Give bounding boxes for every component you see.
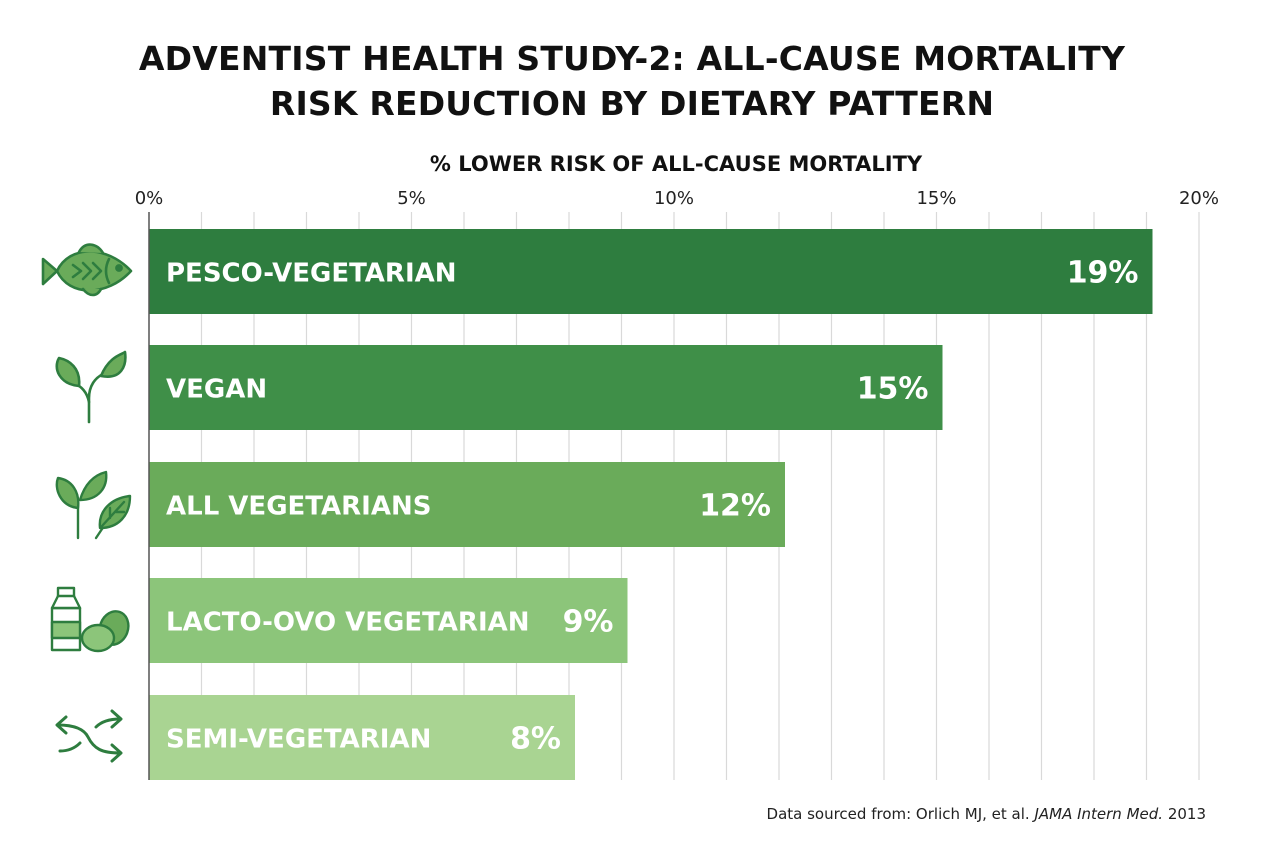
bar-group: ALL VEGETARIANS 12% — [149, 462, 785, 547]
milk-eggs-icon — [50, 586, 130, 653]
bar-category-label: SEMI-VEGETARIAN — [166, 725, 431, 755]
bar-value-label: 9% — [563, 605, 614, 640]
chart-title-line-1: ADVENTIST HEALTH STUDY-2: ALL-CAUSE MORT… — [138, 39, 1126, 78]
bar-value-label: 19% — [1067, 256, 1139, 291]
bar-group: LACTO-OVO VEGETARIAN 9% — [149, 578, 628, 663]
x-tick-label: 15% — [916, 188, 956, 209]
bar — [149, 229, 1153, 314]
x-tick-label: 5% — [397, 188, 426, 209]
x-tick-label: 10% — [654, 188, 694, 209]
source-note: Data sourced from: Orlich MJ, et al. JAM… — [767, 805, 1206, 823]
bar-category-label: VEGAN — [166, 375, 267, 405]
fish-icon — [41, 243, 133, 297]
source-year: 2013 — [1163, 805, 1206, 823]
bar-group: VEGAN 15% — [149, 345, 943, 430]
leaves-icon — [55, 470, 132, 540]
source-journal: JAMA Intern Med. — [1034, 805, 1164, 823]
bar-group: PESCO-VEGETARIAN 19% — [149, 229, 1153, 314]
category-icons — [41, 243, 133, 763]
x-tick-label: 0% — [135, 188, 164, 209]
bar-group: SEMI-VEGETARIAN 8% — [149, 695, 575, 780]
bar-category-label: ALL VEGETARIANS — [166, 492, 431, 522]
bar — [149, 578, 628, 663]
bars: PESCO-VEGETARIAN 19% VEGAN 15% ALL VEGETARIA… — [149, 229, 1153, 780]
bar-category-label: LACTO-OVO VEGETARIAN — [166, 608, 530, 638]
sprout-icon — [55, 350, 127, 424]
bar — [149, 345, 943, 430]
chart-title-line-2: RISK REDUCTION BY DIETARY PATTERN — [269, 84, 995, 123]
chart-title: ADVENTIST HEALTH STUDY-2: ALL-CAUSE MORT… — [0, 36, 1264, 126]
bar-value-label: 12% — [699, 489, 771, 524]
x-tick-labels: 0% 5% 10% 15% 20% — [135, 188, 1219, 209]
shuffle-arrows-icon — [55, 709, 123, 763]
bar-category-label: PESCO-VEGETARIAN — [166, 259, 457, 289]
bar-value-label: 8% — [510, 722, 561, 757]
x-axis-label: % LOWER RISK OF ALL-CAUSE MORTALITY — [430, 152, 923, 176]
bar — [149, 695, 575, 780]
bar — [149, 462, 785, 547]
source-prefix: Data sourced from: Orlich MJ, et al. — [766, 805, 1035, 823]
bar-value-label: 15% — [857, 372, 929, 407]
x-tick-label: 20% — [1179, 188, 1219, 209]
